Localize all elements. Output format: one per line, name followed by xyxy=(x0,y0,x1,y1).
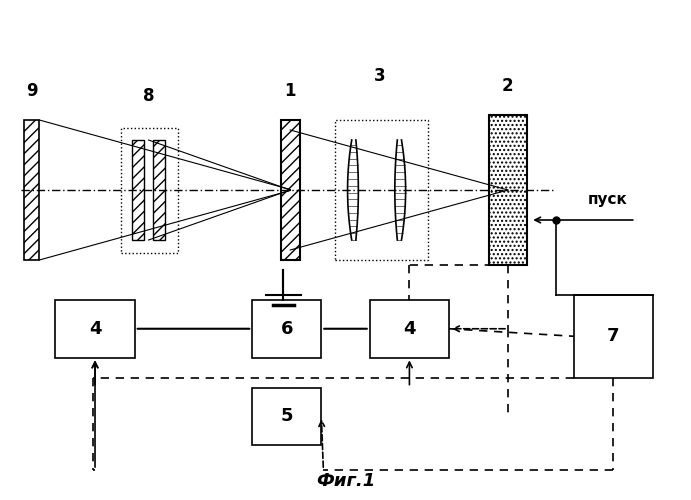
Text: 8: 8 xyxy=(143,87,154,105)
Text: 4: 4 xyxy=(88,320,102,338)
Bar xyxy=(121,128,178,252)
Text: 3: 3 xyxy=(375,67,386,85)
Bar xyxy=(335,120,428,260)
Text: пуск: пуск xyxy=(588,192,628,208)
Text: 2: 2 xyxy=(502,77,513,95)
Bar xyxy=(489,115,527,265)
Bar xyxy=(281,120,300,260)
Bar xyxy=(252,388,321,445)
Bar xyxy=(55,300,135,358)
Bar xyxy=(24,120,39,260)
Text: 9: 9 xyxy=(26,82,37,100)
Bar xyxy=(252,300,321,358)
Text: 1: 1 xyxy=(285,82,296,100)
Bar xyxy=(370,300,449,358)
Bar xyxy=(574,295,653,378)
Text: 5: 5 xyxy=(281,407,293,425)
Bar xyxy=(153,140,165,240)
Bar xyxy=(132,140,144,240)
Text: Фиг.1: Фиг.1 xyxy=(316,472,375,490)
Text: 4: 4 xyxy=(403,320,416,338)
Text: 7: 7 xyxy=(607,327,620,345)
Text: 6: 6 xyxy=(281,320,293,338)
